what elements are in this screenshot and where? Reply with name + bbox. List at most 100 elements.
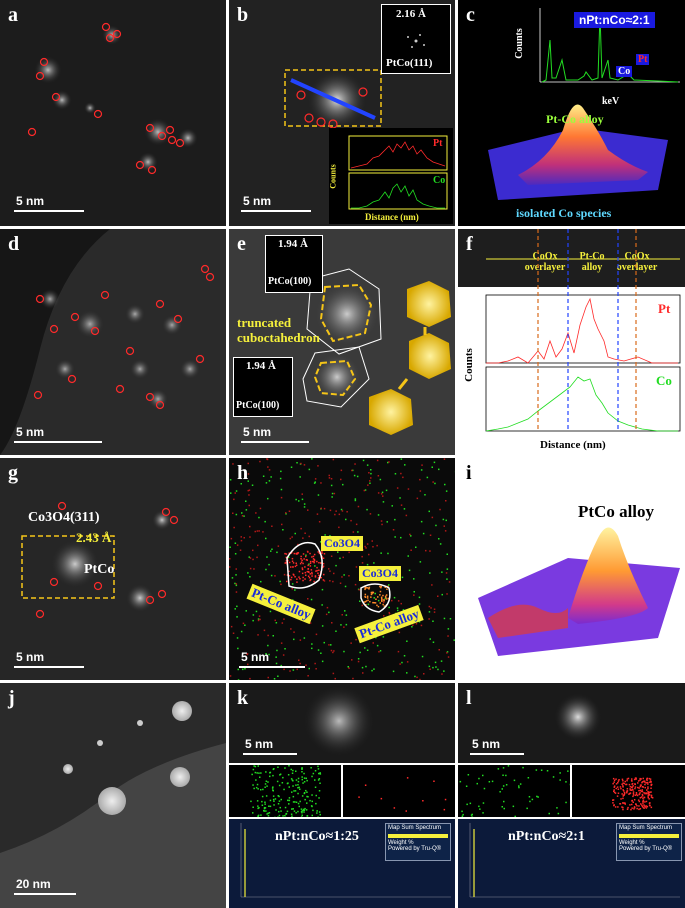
map-dot	[443, 670, 445, 672]
map-dot	[625, 783, 627, 786]
map-dot	[469, 802, 472, 805]
map-dot	[514, 815, 516, 817]
map-dot	[245, 610, 247, 612]
map-dot	[267, 812, 269, 815]
panel-label: g	[8, 462, 18, 484]
map-dot	[380, 797, 383, 800]
map-dot	[372, 601, 374, 604]
map-dot	[382, 495, 384, 497]
map-dot	[381, 597, 383, 600]
map-dot	[615, 783, 618, 785]
map-dot	[282, 529, 284, 531]
map-dot	[307, 551, 309, 553]
panel-c: c nPt:nCo≈2:1 Co Pt Counts keV Pt-Co all…	[458, 0, 685, 226]
map-dot	[301, 567, 304, 569]
map-dot	[308, 667, 310, 670]
map-dot	[310, 569, 313, 571]
scale-bar	[243, 753, 297, 755]
axis-xlabel: Distance (nm)	[365, 212, 419, 222]
map-dot	[645, 807, 648, 809]
map-dot	[616, 795, 619, 797]
map-dot	[279, 773, 282, 775]
map-dot	[307, 509, 309, 511]
scale-bar	[241, 441, 309, 443]
legend-bar	[388, 834, 448, 838]
map-dot	[234, 608, 236, 610]
map-dot	[243, 515, 245, 517]
map-dot	[386, 588, 388, 590]
ratio-label: nPt:nCo≈1:25	[275, 829, 359, 844]
map-dot	[314, 576, 317, 578]
map-dot	[289, 537, 292, 540]
map-dot	[434, 482, 436, 485]
map-dot	[270, 574, 273, 577]
map-dot	[286, 580, 288, 583]
scale-bar	[14, 441, 102, 443]
map-dot	[321, 604, 323, 606]
eds-pt-label: Pt	[636, 54, 650, 65]
map-dot	[277, 803, 280, 805]
alloy-label: PtCo alloy	[578, 502, 655, 521]
map-dot	[316, 566, 318, 569]
map-dot	[630, 808, 632, 811]
map-dot	[376, 544, 378, 547]
map-dot	[647, 790, 649, 793]
map-dot	[536, 795, 538, 798]
map-dot	[269, 805, 272, 808]
map-dot	[311, 794, 313, 796]
map-dot	[302, 562, 304, 565]
map-dot	[330, 644, 332, 646]
map-dot	[237, 679, 240, 680]
map-dot	[268, 469, 271, 471]
co-map-dots	[459, 765, 570, 817]
panel-g-image	[21, 501, 179, 619]
map-dot	[623, 793, 626, 795]
map-dot	[650, 794, 653, 797]
map-dot	[229, 566, 231, 568]
region-ptco: Pt-Co alloy	[579, 251, 605, 273]
map-dot	[330, 649, 333, 652]
map-dot	[631, 778, 633, 780]
map-dot	[268, 653, 270, 656]
map-dot	[641, 793, 644, 796]
map-dot	[439, 508, 441, 511]
map-dot	[230, 537, 233, 540]
map-dot	[305, 554, 307, 556]
panel-j-image	[0, 683, 226, 853]
map-dot	[280, 810, 282, 812]
map-dot	[317, 816, 319, 817]
map-dot	[636, 794, 639, 797]
map-dot	[345, 614, 348, 616]
map-dot	[244, 668, 246, 670]
pt-map-dots	[612, 777, 654, 811]
map-dot	[293, 810, 296, 812]
map-dot	[234, 542, 237, 544]
scale-bar	[14, 666, 84, 668]
map-dot	[639, 797, 642, 799]
map-dot	[413, 591, 415, 593]
map-dot	[257, 618, 260, 620]
map-dot	[443, 525, 445, 527]
map-dot	[465, 785, 468, 787]
map-dot	[341, 510, 344, 512]
map-dot	[634, 786, 637, 788]
map-dot	[240, 483, 242, 485]
map-dot	[379, 585, 381, 588]
map-dot	[644, 806, 646, 808]
map-dot	[288, 510, 291, 512]
map-dot	[236, 637, 239, 639]
panel-l: l 5 nm nPt:nCo≈2:1 Map Sum Spectrum Weig…	[458, 683, 685, 908]
scale-bar	[14, 893, 76, 895]
map-dot	[340, 624, 342, 626]
map-dot	[298, 805, 300, 808]
map-dot	[368, 472, 370, 474]
map-dot	[647, 783, 649, 785]
map-dot	[322, 565, 325, 567]
map-dot	[235, 568, 237, 570]
map-dot	[380, 520, 383, 522]
map-dot	[281, 622, 284, 624]
spectrum-axis	[240, 823, 451, 898]
line-profile-inset: Pt Co Distance (nm) Counts	[329, 128, 453, 224]
map-dot	[643, 780, 645, 782]
map-dot	[304, 532, 306, 534]
